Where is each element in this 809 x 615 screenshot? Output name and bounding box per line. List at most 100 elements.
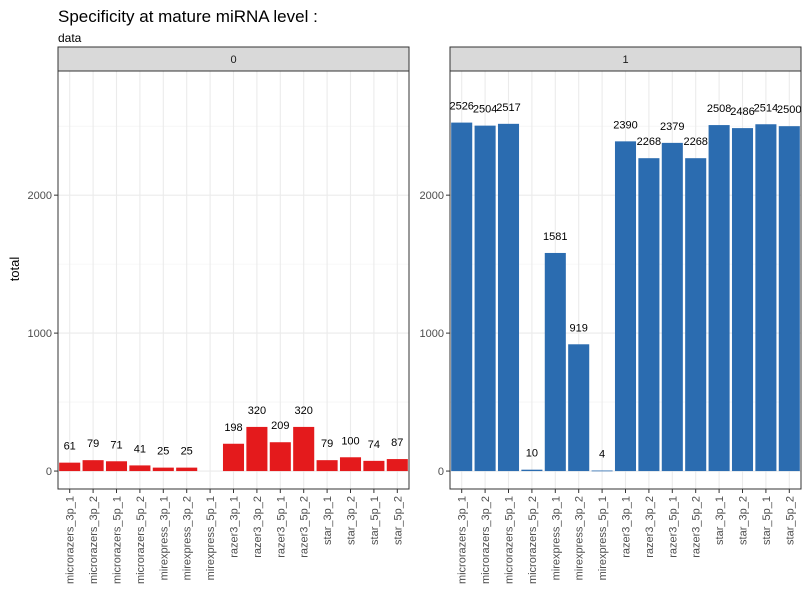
x-tick-label-mirexpress_5p_1: mirexpress_5p_1 — [205, 496, 217, 580]
x-tick-label-razer3_3p_2: razer3_3p_2 — [644, 496, 656, 558]
x-tick-label-razer3_5p_1: razer3_5p_1 — [275, 496, 287, 558]
bar-razer3_5p_2 — [293, 426, 315, 472]
data-label-star_5p_1: 2514 — [754, 102, 778, 114]
data-label-razer3_5p_2: 320 — [295, 405, 313, 417]
data-label-star_3p_1: 79 — [321, 438, 333, 450]
bar-razer3_5p_1 — [661, 142, 683, 472]
facet-strip-label: 1 — [622, 54, 628, 66]
x-tick-label-mirexpress_3p_1: mirexpress_3p_1 — [550, 496, 562, 580]
data-label-microrazers_5p_1: 2517 — [496, 102, 520, 114]
data-label-razer3_5p_1: 2379 — [660, 121, 684, 133]
data-label-microrazers_3p_2: 79 — [87, 438, 99, 450]
bar-microrazers_5p_2 — [521, 469, 543, 472]
bar-mirexpress_5p_1 — [591, 470, 613, 472]
data-label-microrazers_5p_2: 41 — [134, 443, 146, 455]
bar-microrazers_5p_1 — [105, 461, 128, 472]
bar-microrazers_3p_2 — [82, 460, 104, 472]
x-tick-label-razer3_3p_1: razer3_3p_1 — [229, 496, 241, 558]
y-tick-label: 0 — [438, 466, 444, 478]
x-tick-label-star_5p_1: star_5p_1 — [369, 496, 381, 545]
y-tick-label: 0 — [46, 466, 52, 478]
x-tick-label-microrazers_3p_1: microrazers_3p_1 — [65, 496, 77, 584]
x-tick-label-mirexpress_3p_2: mirexpress_3p_2 — [182, 496, 194, 580]
y-tick-label: 2000 — [420, 190, 444, 202]
data-label-razer3_3p_1: 2390 — [613, 119, 637, 131]
data-label-mirexpress_3p_2: 25 — [181, 446, 193, 458]
y-tick-label: 2000 — [28, 190, 52, 202]
data-label-razer3_5p_2: 2268 — [683, 136, 707, 148]
data-label-mirexpress_3p_1: 25 — [157, 446, 169, 458]
y-tick-label: 1000 — [420, 328, 444, 340]
bar-microrazers_5p_1 — [497, 123, 520, 472]
bar-star_3p_1 — [316, 460, 338, 472]
x-tick-label-microrazers_5p_1: microrazers_5p_1 — [112, 496, 124, 584]
bar-mirexpress_3p_1 — [544, 252, 566, 472]
x-tick-label-mirexpress_3p_2: mirexpress_3p_2 — [574, 496, 586, 580]
x-tick-label-star_5p_2: star_5p_2 — [392, 496, 404, 545]
x-tick-label-microrazers_5p_1: microrazers_5p_1 — [504, 496, 516, 584]
chart-subtitle: data — [58, 31, 82, 45]
data-label-star_5p_2: 87 — [391, 437, 403, 449]
x-tick-label-star_5p_2: star_5p_2 — [784, 496, 796, 545]
bar-star_5p_1 — [363, 460, 385, 472]
data-label-star_5p_2: 2500 — [777, 104, 801, 116]
bar-microrazers_3p_1 — [59, 462, 81, 472]
y-axis-title: total — [7, 257, 22, 282]
bar-star_5p_1 — [755, 124, 777, 472]
facet-strip-label: 0 — [230, 54, 236, 66]
bar-razer3_5p_2 — [685, 158, 707, 472]
data-label-star_3p_1: 2508 — [707, 103, 731, 115]
x-tick-label-microrazers_5p_2: microrazers_5p_2 — [135, 496, 147, 584]
bar-star_5p_2 — [386, 459, 408, 472]
x-tick-label-razer3_5p_1: razer3_5p_1 — [667, 496, 679, 558]
bar-mirexpress_3p_2 — [568, 344, 590, 472]
bar-razer3_3p_2 — [638, 158, 660, 472]
data-label-razer3_5p_1: 209 — [271, 420, 289, 432]
data-label-microrazers_5p_1: 71 — [110, 439, 122, 451]
x-tick-label-razer3_3p_2: razer3_3p_2 — [252, 496, 264, 558]
x-tick-label-star_3p_1: star_3p_1 — [322, 496, 334, 545]
bar-mirexpress_3p_2 — [176, 467, 198, 472]
x-tick-label-star_3p_2: star_3p_2 — [346, 496, 358, 545]
facet-strip — [449, 46, 802, 72]
chart-title: Specificity at mature miRNA level : — [58, 7, 318, 26]
x-tick-label-microrazers_3p_2: microrazers_3p_2 — [88, 496, 100, 584]
data-label-mirexpress_3p_2: 919 — [570, 322, 588, 334]
bar-star_3p_2 — [731, 128, 754, 472]
data-label-mirexpress_5p_1: 4 — [599, 449, 605, 461]
data-label-microrazers_5p_2: 10 — [526, 448, 538, 460]
x-tick-label-microrazers_3p_2: microrazers_3p_2 — [480, 496, 492, 584]
facet-strip — [57, 46, 410, 72]
bar-razer3_3p_1 — [222, 443, 245, 472]
x-tick-label-mirexpress_3p_1: mirexpress_3p_1 — [158, 496, 170, 580]
data-label-star_3p_2: 2486 — [730, 106, 754, 118]
bar-razer3_3p_1 — [614, 141, 637, 472]
bar-razer3_3p_2 — [246, 426, 268, 472]
data-label-star_3p_2: 100 — [341, 435, 359, 447]
x-tick-label-razer3_5p_2: razer3_5p_2 — [299, 496, 311, 558]
bar-microrazers_5p_2 — [129, 465, 151, 472]
x-tick-label-razer3_5p_2: razer3_5p_2 — [691, 496, 703, 558]
data-label-razer3_3p_2: 2268 — [637, 136, 661, 148]
bar-microrazers_3p_2 — [474, 125, 496, 472]
data-label-microrazers_3p_1: 61 — [64, 441, 76, 453]
bar-star_3p_2 — [339, 457, 362, 472]
x-tick-label-mirexpress_5p_1: mirexpress_5p_1 — [597, 496, 609, 580]
facet-panel-1: 1252625042517101581919423902268237922682… — [420, 46, 802, 584]
x-tick-label-star_5p_1: star_5p_1 — [761, 496, 773, 545]
x-tick-label-microrazers_3p_1: microrazers_3p_1 — [457, 496, 469, 584]
facet-panel-0: 0 61 79 71 41 25 25 198 320 209 320 79 100 74 87 0 1000 2… — [28, 46, 410, 584]
x-tick-label-microrazers_5p_2: microrazers_5p_2 — [527, 496, 539, 584]
x-tick-label-razer3_3p_1: razer3_3p_1 — [621, 496, 633, 558]
data-label-star_5p_1: 74 — [368, 439, 380, 451]
bar-mirexpress_3p_1 — [152, 467, 174, 472]
data-label-mirexpress_3p_1: 1581 — [543, 231, 567, 243]
data-label-microrazers_3p_2: 2504 — [473, 104, 497, 116]
bar-microrazers_3p_1 — [451, 122, 473, 472]
bar-star_5p_2 — [778, 126, 800, 472]
data-label-microrazers_3p_1: 2526 — [449, 101, 473, 113]
data-label-razer3_3p_2: 320 — [248, 405, 266, 417]
x-tick-label-star_3p_1: star_3p_1 — [714, 496, 726, 545]
